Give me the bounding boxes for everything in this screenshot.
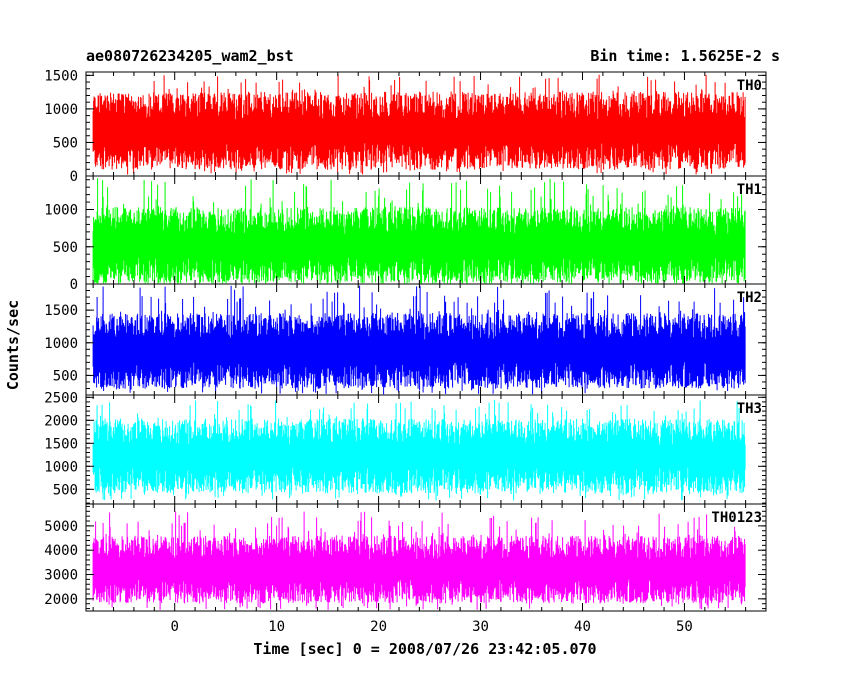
y-tick-label: 2000 — [44, 413, 78, 429]
x-tick-label: 40 — [574, 619, 591, 635]
y-tick-label: 500 — [53, 482, 78, 498]
y-tick-label: 3000 — [44, 568, 78, 584]
y-tick-label: 1000 — [44, 102, 78, 118]
y-tick-label: 0 — [70, 277, 78, 293]
panels-group: 050010001500TH005001000TH150010001500TH2… — [44, 68, 767, 635]
series-th1 — [92, 178, 746, 284]
y-tick-label: 1000 — [44, 336, 78, 352]
x-tick-label: 10 — [268, 619, 285, 635]
panel-th3: 500 1000 1500 2000 2500 TH3 — [44, 390, 767, 505]
panel-label: TH0 — [737, 78, 762, 94]
y-tick-label: 1500 — [44, 68, 78, 84]
y-tick-label: 0 — [70, 169, 78, 185]
figure-title: ae080726234205_wam2_bst — [86, 47, 294, 65]
panel-th0123: 2000 3000 4000 5000 TH0123 — [44, 503, 767, 612]
y-tick-label: 1000 — [44, 459, 78, 475]
panel-th1: 0 500 1000 TH1 — [44, 175, 767, 293]
panel-th2: 500 1000 1500 TH2 — [44, 283, 767, 396]
x-tick-label: 30 — [472, 619, 489, 635]
panel-label: TH0123 — [711, 510, 762, 526]
panel-label: TH3 — [737, 401, 762, 417]
panel-label: TH1 — [737, 182, 762, 198]
x-axis-label: Time [sec] 0 = 2008/07/26 23:42:05.070 — [253, 640, 596, 658]
y-tick-label: 2500 — [44, 390, 78, 406]
panel-th0: 0 500 1000 1500 TH0 — [44, 68, 767, 185]
y-tick-label: 2000 — [44, 592, 78, 608]
series-th0 — [92, 74, 746, 175]
y-tick-label: 4000 — [44, 543, 78, 559]
y-tick-label: 5000 — [44, 519, 78, 535]
y-axis-label: Counts/sec — [4, 300, 22, 390]
y-tick-label: 500 — [53, 135, 78, 151]
x-tick-label: 20 — [370, 619, 387, 635]
bin-time-label: Bin time: 1.5625E-2 s — [590, 47, 780, 65]
y-tick-label: 500 — [53, 240, 78, 256]
x-tick-label: 0 — [170, 619, 178, 635]
y-tick-label: 1500 — [44, 436, 78, 452]
x-tick-label: 50 — [676, 619, 693, 635]
panel-label: TH2 — [737, 290, 762, 306]
y-tick-label: 1000 — [44, 203, 78, 219]
series-th3 — [92, 400, 746, 501]
y-tick-label: 500 — [53, 368, 78, 384]
y-tick-label: 1500 — [44, 303, 78, 319]
series-th2 — [92, 285, 746, 395]
series-th0123 — [92, 511, 746, 610]
panel-frame — [85, 503, 767, 612]
